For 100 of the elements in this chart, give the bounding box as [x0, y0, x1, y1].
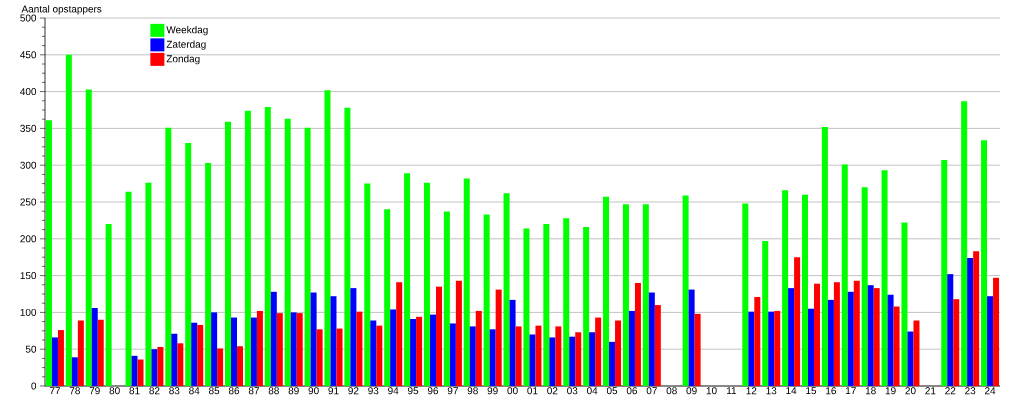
x-tick-label: 88 [268, 387, 279, 395]
x-tick-label: 94 [388, 387, 399, 395]
x-tick-label: 98 [467, 387, 478, 395]
x-tick-label: 07 [646, 387, 657, 395]
bar [416, 316, 423, 386]
bar [250, 317, 257, 386]
bar [688, 289, 695, 386]
bar [694, 313, 701, 386]
bar [873, 288, 880, 386]
x-tick-label: 14 [786, 387, 797, 395]
y-tick-label: 400 [20, 88, 37, 96]
x-tick-label: 90 [308, 387, 319, 395]
bar [455, 280, 462, 386]
y-tick-label: 0 [31, 382, 37, 390]
bar [967, 257, 974, 386]
bar [264, 107, 271, 386]
y-tick-label: 200 [20, 235, 37, 243]
bar [91, 307, 98, 386]
bar [51, 337, 58, 386]
y-tick-label: 100 [20, 308, 37, 316]
x-tick-label: 05 [606, 387, 618, 395]
bar [145, 182, 152, 386]
x-tick-label: 96 [427, 387, 439, 395]
y-tick-label: 450 [20, 51, 37, 59]
bar [191, 322, 198, 386]
x-tick-label: 19 [885, 387, 896, 395]
x-tick-label: 18 [865, 387, 876, 395]
x-tick-label: 89 [288, 387, 299, 395]
bar [131, 355, 138, 386]
bar [628, 310, 635, 386]
x-tick-label: 12 [746, 387, 757, 395]
bar [615, 320, 622, 386]
bar [330, 296, 337, 386]
bar [622, 204, 629, 386]
bar [316, 329, 323, 386]
bar [364, 183, 371, 386]
bar [276, 313, 283, 386]
bar [833, 282, 840, 386]
bar [841, 164, 848, 386]
bar [575, 332, 582, 386]
bar [290, 312, 297, 386]
bar [336, 328, 343, 386]
bar [821, 126, 828, 386]
x-tick-label: 81 [129, 387, 140, 395]
bar [376, 325, 383, 386]
bar [742, 203, 749, 386]
bar [987, 296, 994, 386]
x-tick-label: 20 [905, 387, 916, 395]
bar [390, 309, 397, 386]
x-tick-label: 15 [806, 387, 817, 395]
x-tick-label: 82 [149, 387, 160, 395]
x-tick-label: 17 [846, 387, 856, 395]
bar [595, 317, 602, 386]
bar [941, 160, 948, 386]
bar [205, 162, 212, 386]
x-tick-label: 16 [826, 387, 836, 395]
bar [603, 196, 610, 386]
x-tick-label: 03 [567, 387, 578, 395]
bar [483, 214, 490, 386]
x-tick-label: 87 [248, 387, 259, 395]
bar [65, 54, 72, 386]
bar [105, 224, 112, 386]
x-tick-label: 22 [945, 387, 956, 395]
x-tick-label: 79 [89, 387, 100, 395]
bar [237, 346, 244, 386]
x-tick-label: 09 [686, 387, 697, 395]
bar [981, 140, 988, 386]
bar [893, 306, 900, 386]
bar [137, 359, 144, 386]
x-tick-label: 78 [69, 387, 80, 395]
bar [45, 120, 52, 386]
bar [847, 291, 854, 386]
bar [754, 296, 761, 386]
bar [244, 110, 251, 386]
x-tick-label: 21 [925, 387, 936, 395]
bar [782, 190, 789, 386]
bar [583, 227, 590, 386]
x-tick-label: 85 [209, 387, 220, 395]
bar [774, 310, 781, 386]
x-tick-label: 08 [666, 387, 677, 395]
bar [423, 182, 430, 386]
legend-label: Zondag [166, 55, 200, 65]
bar [469, 326, 476, 386]
bar [973, 251, 980, 386]
bar [171, 333, 178, 386]
bar [350, 288, 357, 386]
bar [953, 299, 960, 386]
x-tick-label: 86 [228, 387, 240, 395]
y-axis-title: Aantal opstappers [21, 5, 102, 15]
y-tick-label: 350 [20, 124, 37, 132]
bar [197, 324, 204, 386]
bar [410, 319, 417, 386]
bar [609, 341, 616, 386]
bar [177, 343, 184, 386]
x-tick-label: 23 [965, 387, 976, 395]
bar [515, 326, 522, 386]
x-tick-label: 06 [626, 387, 638, 395]
bar [814, 283, 820, 386]
x-tick-label: 24 [985, 387, 996, 395]
bar [555, 326, 562, 386]
